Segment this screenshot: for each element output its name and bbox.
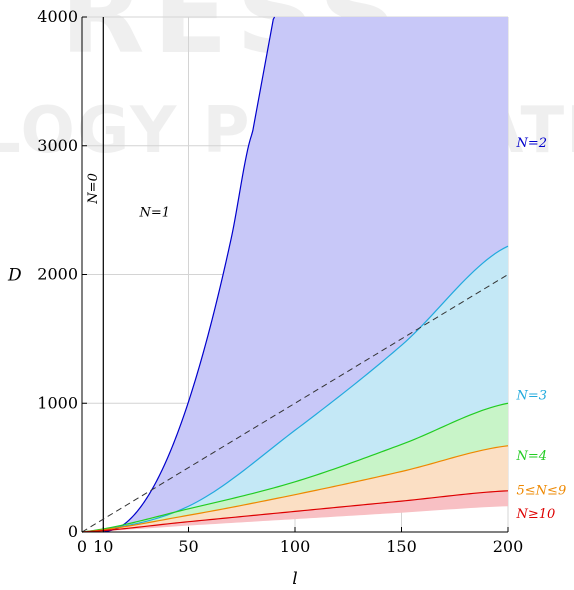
y-axis-label: D xyxy=(7,266,22,286)
region-labels: N=0 N=1 N=2 N=3 N=4 5≤N≤9 N≥10 xyxy=(86,136,566,522)
x-axis-label: l xyxy=(292,569,297,589)
dashed-reference-line xyxy=(81,274,509,533)
x-tick-label: 50 xyxy=(178,537,198,556)
y-tick-label: 3000 xyxy=(37,136,78,155)
y-tick-label: 0 xyxy=(68,522,78,541)
x-tick-label: 0 xyxy=(77,537,87,556)
boundary-curves xyxy=(81,16,509,533)
boundary-5n9 xyxy=(81,445,509,533)
boundary-n2 xyxy=(103,16,276,533)
boundary-n4 xyxy=(81,402,509,533)
x-tick-label: 200 xyxy=(493,537,524,556)
region-label: N=4 xyxy=(516,449,548,464)
region-label: N=2 xyxy=(516,136,548,151)
region-fill-n2 xyxy=(103,17,509,532)
region-label: 5≤N≤9 xyxy=(517,484,567,499)
y-tick-label: 2000 xyxy=(37,265,78,284)
region-label: N=1 xyxy=(139,206,171,221)
y-tick-label: 1000 xyxy=(37,393,78,412)
boundary-n10 xyxy=(81,490,509,533)
x-tick-label: 150 xyxy=(386,537,417,556)
region-label: N=3 xyxy=(516,388,548,403)
x-tick-label: 10 xyxy=(93,537,113,556)
x-tick-label: 100 xyxy=(280,537,311,556)
y-tick-label: 4000 xyxy=(37,7,78,26)
boundary-n3 xyxy=(81,245,509,533)
region-label: N≥10 xyxy=(516,507,556,522)
region-fill-n3 xyxy=(82,246,508,533)
region-label: N=0 xyxy=(86,173,101,205)
